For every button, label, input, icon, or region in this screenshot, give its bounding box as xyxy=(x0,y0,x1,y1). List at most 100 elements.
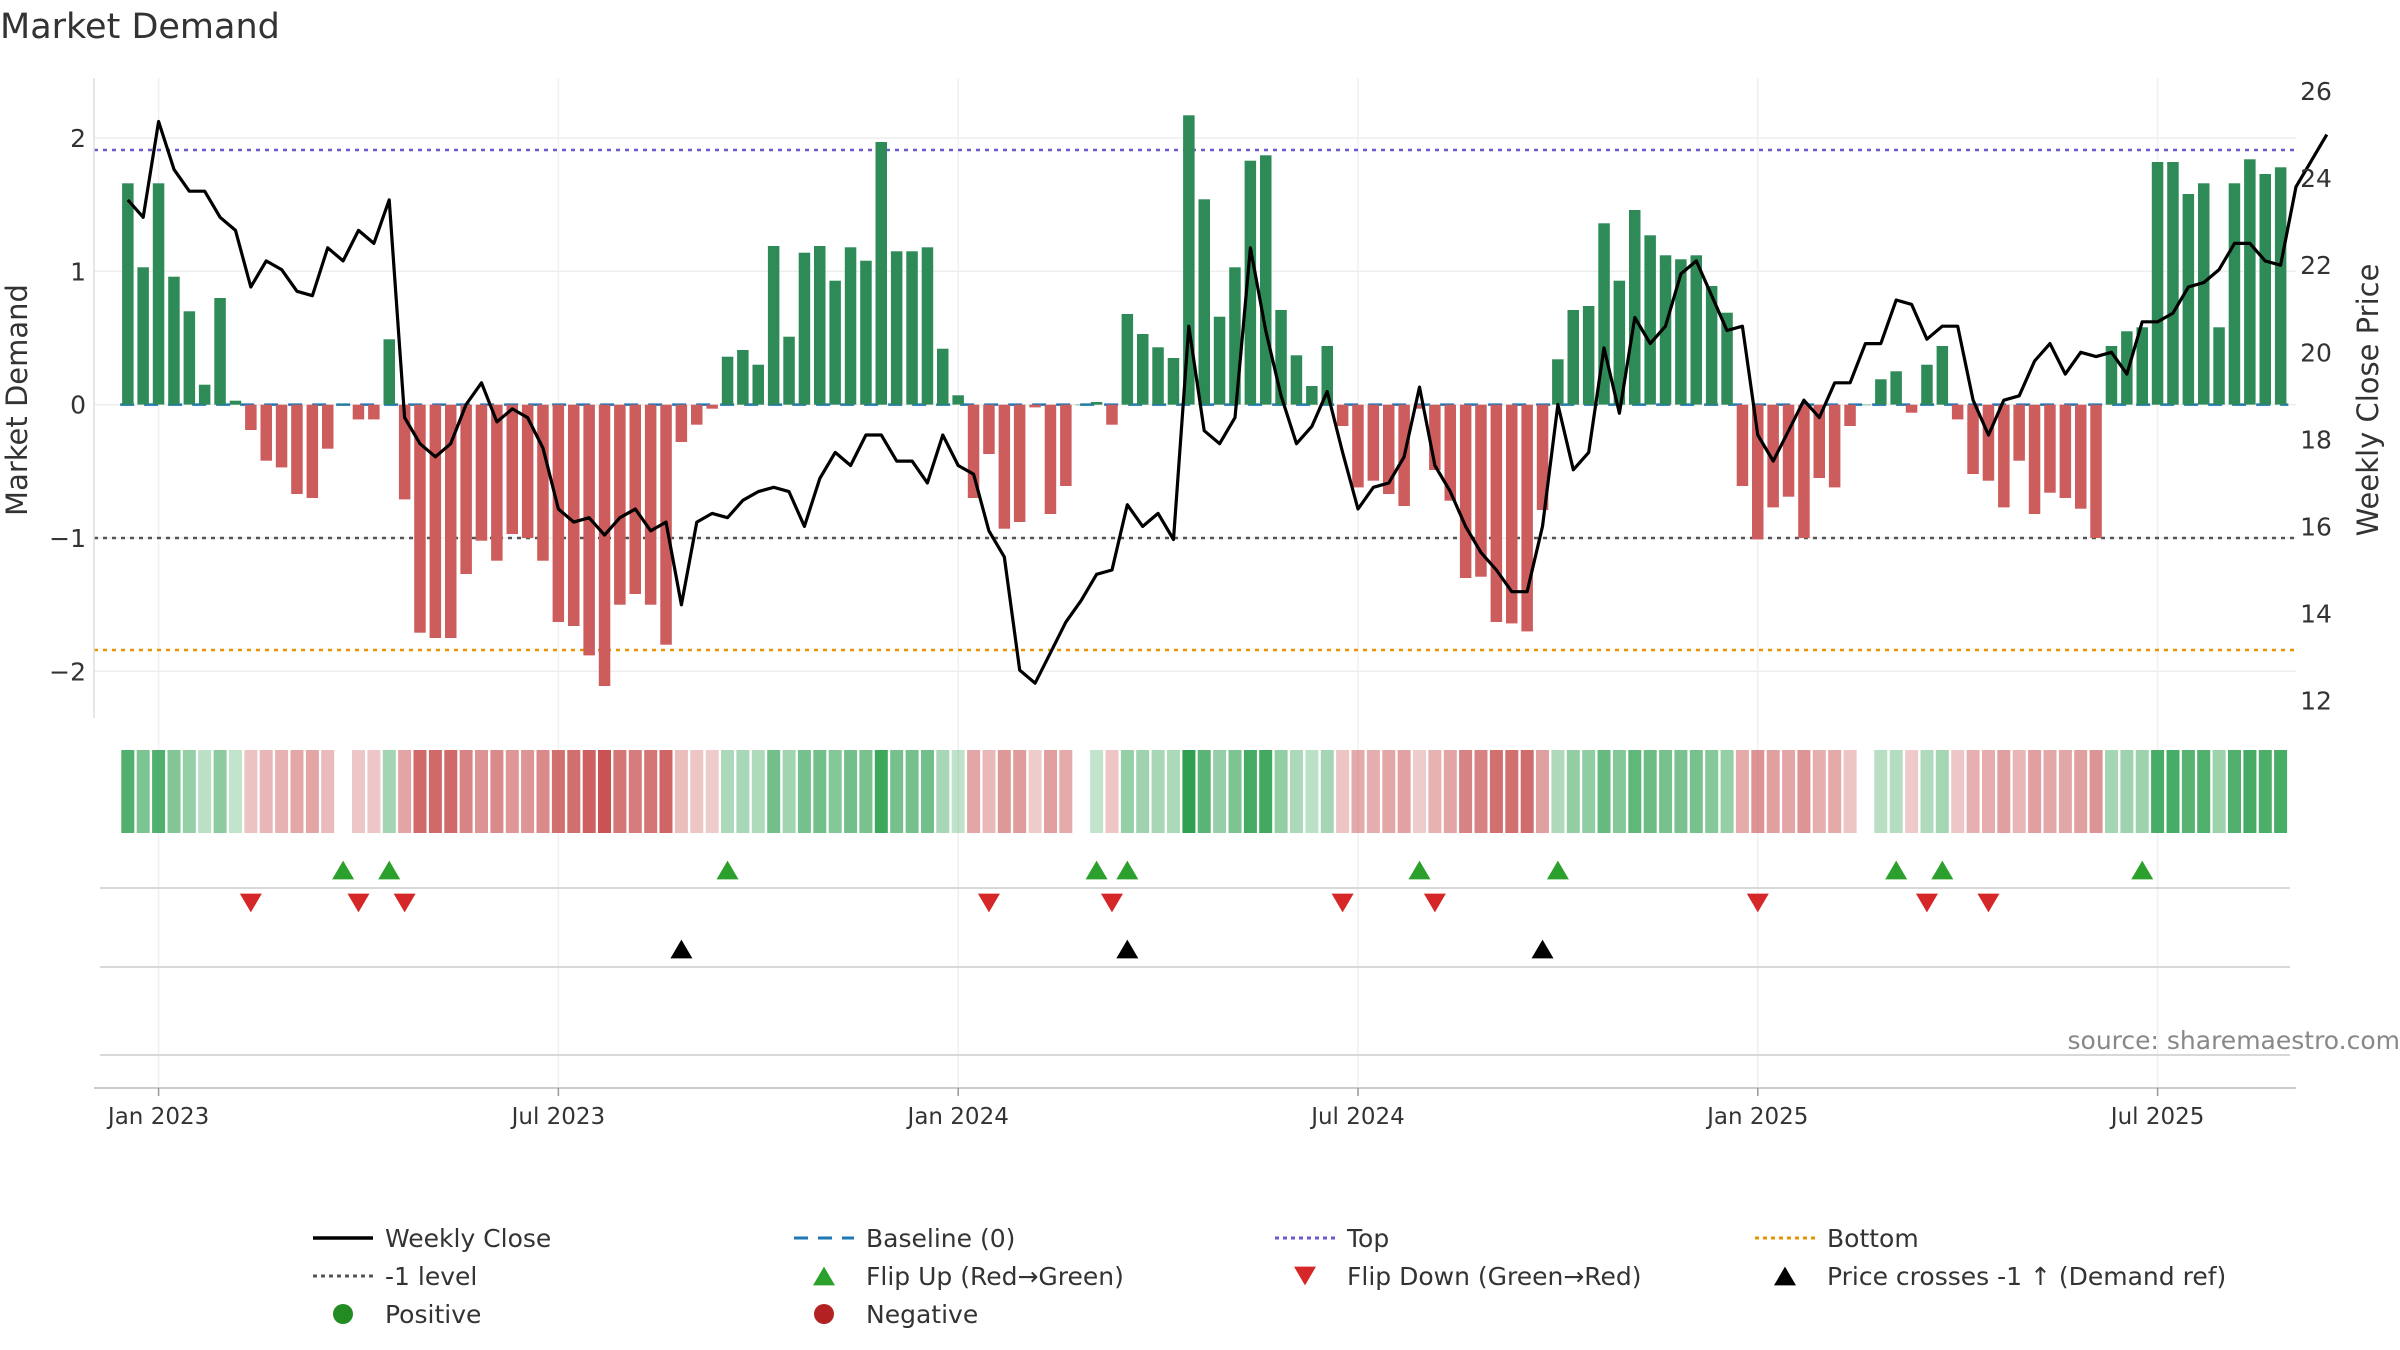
demand-bar xyxy=(1644,235,1656,405)
x-tick-label: Jan 2023 xyxy=(106,1104,209,1130)
strip-cell xyxy=(1320,750,1334,833)
strip-cell xyxy=(182,750,196,833)
demand-bar xyxy=(1306,386,1318,405)
demand-bar xyxy=(2274,167,2287,405)
demand-bar xyxy=(368,404,380,420)
strip-cell xyxy=(905,750,919,833)
strip-cell xyxy=(1090,750,1104,833)
strip-cell xyxy=(1366,750,1380,833)
demand-bar xyxy=(1506,404,1518,624)
strip-cell xyxy=(1013,750,1027,833)
strip-cell xyxy=(1105,750,1119,833)
demand-bar xyxy=(706,404,718,409)
y2-tick-label: 12 xyxy=(2300,687,2332,716)
strip-cell xyxy=(2105,750,2118,833)
price-cross-marker xyxy=(670,939,693,959)
strip-cell xyxy=(1705,750,1719,833)
strip-cell xyxy=(1612,750,1626,833)
demand-bar xyxy=(1444,404,1456,501)
demand-bar xyxy=(1567,310,1579,405)
strip-cell xyxy=(1659,750,1673,833)
demand-bar xyxy=(1152,347,1164,405)
strip-cell xyxy=(551,750,565,833)
strip-cell xyxy=(536,750,550,833)
strip-cell xyxy=(936,750,950,833)
strip-cell xyxy=(674,750,688,833)
demand-bar xyxy=(967,404,980,498)
demand-bar xyxy=(460,404,472,574)
demand-bar xyxy=(491,404,503,561)
demand-bar xyxy=(2167,162,2179,405)
flip-up-marker xyxy=(1085,860,1108,880)
strip-cell xyxy=(1182,750,1196,833)
demand-bar xyxy=(1951,404,1964,420)
demand-bar xyxy=(983,404,995,454)
demand-bar xyxy=(1598,223,1610,405)
demand-bar xyxy=(1921,364,1933,405)
y-tick-label: −1 xyxy=(49,524,86,553)
demand-bar xyxy=(614,404,626,605)
strip-cell xyxy=(736,750,750,833)
demand-bar xyxy=(429,404,442,638)
y2-tick-label: 24 xyxy=(2300,164,2332,193)
demand-bar xyxy=(2044,404,2056,493)
demand-bar xyxy=(691,404,703,425)
strip-cell xyxy=(844,750,858,833)
demand-bar xyxy=(152,183,165,405)
demand-bar xyxy=(352,404,365,420)
legend-triangle-up-icon xyxy=(1774,1266,1796,1286)
demand-bar xyxy=(1690,255,1702,405)
demand-bar xyxy=(1290,355,1303,405)
demand-bar xyxy=(2090,404,2102,538)
strip-cell xyxy=(2243,750,2257,833)
strip-cell xyxy=(1489,750,1503,833)
flip-down-marker xyxy=(1977,893,2000,913)
y2-tick-label: 22 xyxy=(2300,251,2332,280)
demand-bar xyxy=(2182,194,2195,405)
strip-cell xyxy=(1428,750,1442,833)
strip-cell xyxy=(352,750,365,833)
y2-tick-label: 20 xyxy=(2300,338,2332,367)
demand-bar xyxy=(1905,404,1918,413)
demand-bar xyxy=(844,247,857,405)
strip-cell xyxy=(382,750,396,833)
demand-bar xyxy=(2105,346,2118,405)
strip-cell xyxy=(1689,750,1703,833)
strip-cell xyxy=(1397,750,1411,833)
strip-cell xyxy=(1735,750,1749,833)
demand-bar xyxy=(1106,404,1118,425)
legend-label: Bottom xyxy=(1827,1224,1919,1253)
demand-bar xyxy=(1060,404,1072,486)
demand-bar xyxy=(2198,183,2210,405)
demand-bar xyxy=(168,276,180,405)
flip-up-marker xyxy=(716,860,739,880)
flip-down-marker xyxy=(1100,893,1123,913)
legend-label: Baseline (0) xyxy=(866,1224,1015,1253)
flip-down-marker xyxy=(1331,893,1354,913)
demand-bar xyxy=(1090,402,1103,405)
strip-cell xyxy=(982,750,996,833)
demand-bar xyxy=(214,298,226,405)
strip-cell xyxy=(1674,750,1688,833)
demand-bar xyxy=(337,404,349,406)
demand-bar xyxy=(506,404,518,534)
demand-bar xyxy=(1490,404,1503,622)
demand-bar xyxy=(2228,183,2241,405)
demand-bar xyxy=(2151,162,2164,405)
demand-bar xyxy=(1890,371,1902,405)
strip-cell xyxy=(1028,750,1042,833)
demand-bar xyxy=(2028,404,2041,514)
chart-title: Market Demand xyxy=(0,7,280,47)
x-tick-label: Jan 2024 xyxy=(906,1104,1009,1130)
flip-down-marker xyxy=(1746,893,1769,913)
demand-bar xyxy=(721,356,734,405)
strip-cell xyxy=(1228,750,1242,833)
strip-cell xyxy=(2043,750,2057,833)
demand-bar xyxy=(445,404,457,638)
y-tick-label: 1 xyxy=(70,257,86,286)
strip-cell xyxy=(767,750,781,833)
demand-bar xyxy=(2121,331,2133,405)
demand-color-strip xyxy=(121,750,2288,833)
